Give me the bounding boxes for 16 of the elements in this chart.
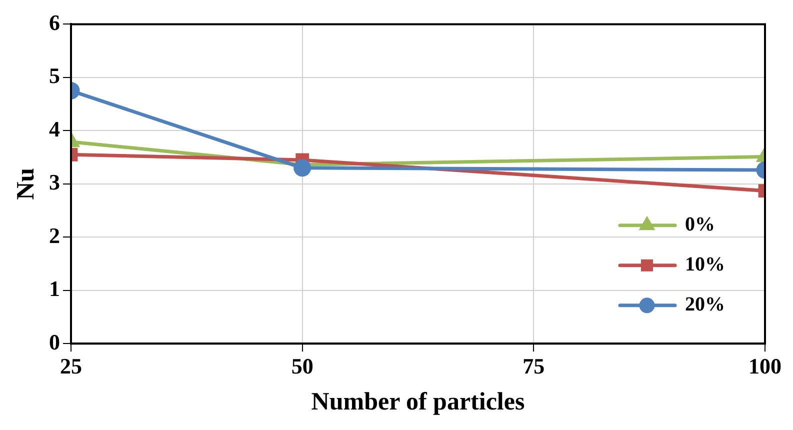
y-tick-label: 6 xyxy=(49,10,60,35)
y-tick-label: 0 xyxy=(49,329,60,354)
x-tick-label: 100 xyxy=(748,353,782,378)
x-tick-label: 25 xyxy=(60,353,82,378)
legend-label: 20% xyxy=(685,294,725,316)
y-tick-label: 2 xyxy=(49,222,60,248)
y-tick-label: 1 xyxy=(49,276,60,302)
x-axis-title: Number of particles xyxy=(311,388,525,416)
y-tick-label: 4 xyxy=(49,116,60,142)
legend-label: 10% xyxy=(685,254,725,276)
y-tick-label: 3 xyxy=(49,170,60,195)
x-tick-label: 50 xyxy=(291,353,314,378)
legend-label: 0% xyxy=(685,214,715,236)
y-tick-label: 5 xyxy=(49,63,60,88)
x-tick-label: 75 xyxy=(522,353,545,378)
y-axis-title: Nu xyxy=(12,168,40,200)
